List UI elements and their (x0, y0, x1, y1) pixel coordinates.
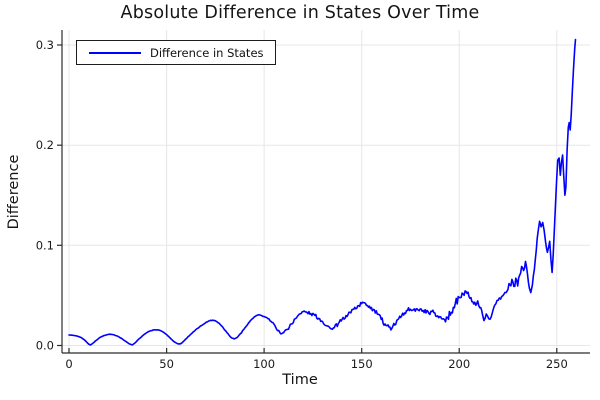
legend-line-sample (89, 51, 141, 54)
series-line-difference-in-states (68, 38, 577, 346)
x-tick-label-150: 150 (351, 357, 373, 371)
y-tick-label-0.1: 0.1 (36, 238, 54, 252)
x-tick-label-50: 50 (159, 357, 174, 371)
x-axis-label: Time (282, 372, 318, 388)
legend: Difference in States (76, 40, 276, 65)
x-tick-label-250: 250 (546, 357, 568, 371)
y-tick-label-0.3: 0.3 (36, 38, 54, 52)
y-axis-label: Difference (6, 154, 22, 230)
x-tick-label-100: 100 (253, 357, 275, 371)
x-tick-label-200: 200 (448, 357, 470, 371)
x-tick-label-0: 0 (65, 357, 72, 371)
chart-title: Absolute Difference in States Over Time (120, 3, 480, 23)
legend-entry-label: Difference in States (150, 45, 264, 60)
y-tick-label-0.2: 0.2 (36, 138, 54, 152)
y-tick-label-0.0: 0.0 (36, 339, 54, 353)
